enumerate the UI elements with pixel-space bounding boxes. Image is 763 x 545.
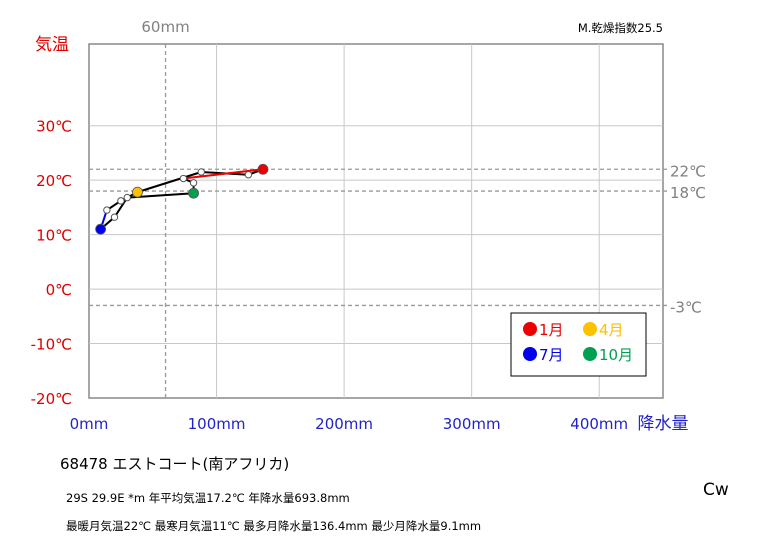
- climograph-segment: [183, 168, 264, 180]
- station-name: 68478 エストコート(南アフリカ): [60, 455, 290, 473]
- climograph-segment: [113, 197, 129, 218]
- y-tick-label: 10℃: [36, 227, 72, 245]
- legend-label: 1月: [539, 321, 564, 339]
- climograph-segment: [137, 171, 202, 194]
- aridity-index: M.乾燥指数25.5: [578, 21, 663, 35]
- month-point-2: [244, 171, 253, 179]
- month-point-12: [179, 174, 188, 183]
- climate-summary-line2: 最暖月気温22℃ 最寒月気温11℃ 最多月降水量136.4mm 最少月降水量9.…: [66, 519, 482, 533]
- x-tick-label: 200mm: [315, 415, 373, 433]
- legend-marker: [523, 347, 537, 361]
- climate-summary-line1: 29S 29.9E *m 年平均気温17.2℃ 年降水量693.8mm: [66, 491, 350, 505]
- month-point-10: [188, 187, 199, 199]
- climate-classification: Cw: [703, 480, 729, 500]
- x-tick-label: 0mm: [70, 415, 109, 433]
- legend-label: 10月: [599, 346, 633, 364]
- reference-line-label: 22℃: [670, 162, 706, 180]
- month-point-5: [117, 197, 125, 205]
- y-tick-label: 0℃: [46, 281, 72, 299]
- x-tick-label: 100mm: [188, 415, 246, 433]
- y-tick-label: 20℃: [36, 172, 72, 190]
- legend-label: 7月: [539, 346, 564, 364]
- month-point-3: [197, 168, 205, 176]
- legend-marker: [583, 347, 597, 361]
- legend-label: 4月: [599, 321, 624, 339]
- month-point-6: [103, 206, 111, 214]
- reference-line-label: 60mm: [141, 18, 189, 36]
- y-axis-label: 気温: [35, 35, 69, 55]
- y-tick-label: -20℃: [31, 390, 72, 408]
- x-axis-label: 降水量: [638, 414, 689, 434]
- reference-line-label: 18℃: [670, 184, 706, 202]
- month-point-11: [189, 179, 198, 187]
- month-point-7: [95, 223, 107, 235]
- legend-marker: [583, 322, 597, 336]
- reference-line-label: -3℃: [670, 298, 702, 316]
- month-point-8: [110, 213, 119, 221]
- legend-marker: [523, 322, 537, 336]
- month-point-1: [257, 163, 269, 175]
- month-point-9: [123, 193, 131, 202]
- x-tick-label: 300mm: [443, 415, 501, 433]
- x-tick-label: 400mm: [570, 415, 628, 433]
- y-tick-label: 30℃: [36, 118, 72, 136]
- y-tick-label: -10℃: [31, 336, 72, 354]
- month-point-4: [132, 186, 143, 198]
